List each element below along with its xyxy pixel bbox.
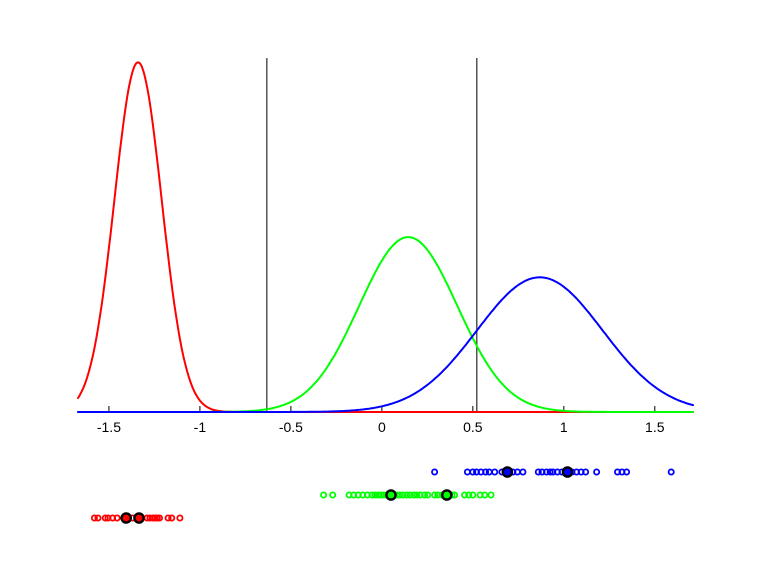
x-tick-label: 0 (378, 419, 386, 435)
sample-dot-red-samples (168, 514, 176, 522)
x-tick-label: 1.5 (645, 419, 665, 435)
highlighted-sample-dot-green-samples (385, 489, 397, 501)
sample-dot-blue-samples (431, 468, 439, 476)
sample-dot-blue-samples (623, 468, 631, 476)
density-curve-blue (77, 276, 694, 413)
sample-dot-blue-samples (513, 468, 521, 476)
x-tick-label: -1 (194, 419, 207, 435)
sample-dot-green-samples (421, 491, 429, 499)
sample-dot-green-samples (431, 491, 439, 499)
density-curve-green (77, 236, 694, 413)
sample-dot-red-samples (155, 514, 163, 522)
sample-dot-green-samples (410, 491, 418, 499)
sample-dot-blue-samples (534, 468, 542, 476)
sample-dot-blue-samples (582, 468, 590, 476)
sample-dot-green-samples (424, 491, 432, 499)
sample-dot-red-samples (90, 514, 98, 522)
sample-dot-blue-samples (519, 468, 527, 476)
sample-dot-green-samples (469, 491, 477, 499)
sample-dot-green-samples (396, 491, 404, 499)
sample-dot-red-samples (113, 514, 121, 522)
sample-dot-green-samples (487, 491, 495, 499)
highlighted-sample-dot-red-samples (133, 512, 145, 524)
highlighted-sample-dot-blue-samples (561, 466, 574, 478)
sample-dot-green-samples (403, 491, 411, 499)
sample-dot-blue-samples (593, 468, 601, 476)
sample-dot-green-samples (371, 491, 379, 499)
sample-dot-red-samples (164, 514, 172, 522)
sample-dot-green-samples (413, 491, 421, 499)
x-tick-label: -0.5 (279, 419, 303, 435)
sample-dot-green-samples (329, 491, 337, 499)
sample-dot-blue-samples (485, 468, 493, 476)
sample-dot-blue-samples (482, 468, 490, 476)
highlighted-sample-dot-red-samples (120, 512, 132, 524)
sample-dot-green-samples (461, 491, 469, 499)
sample-dot-blue-samples (463, 468, 471, 476)
x-tick-label: 1 (560, 419, 568, 435)
sample-dot-red-samples (176, 514, 184, 522)
x-tick-label: -1.5 (97, 419, 121, 435)
sample-dot-green-samples (399, 491, 407, 499)
sample-dot-red-samples (94, 514, 102, 522)
sample-dot-green-samples (406, 491, 414, 499)
sample-dot-blue-samples (543, 468, 551, 476)
x-tick-label: 0.5 (463, 419, 483, 435)
density-curve-red (77, 61, 694, 413)
highlighted-sample-dot-blue-samples (501, 466, 514, 478)
sample-dot-green-samples (465, 491, 473, 499)
sample-dot-red-samples (101, 514, 109, 522)
sample-dot-green-samples (320, 491, 328, 499)
sample-dot-blue-samples (469, 468, 477, 476)
highlighted-sample-dot-green-samples (440, 489, 453, 501)
sample-dot-green-samples (368, 491, 376, 499)
sample-dot-blue-samples (491, 468, 499, 476)
sample-dot-blue-samples (546, 468, 554, 476)
sample-dot-blue-samples (667, 468, 675, 476)
sample-dot-green-samples (434, 491, 442, 499)
sample-dot-green-samples (481, 491, 489, 499)
